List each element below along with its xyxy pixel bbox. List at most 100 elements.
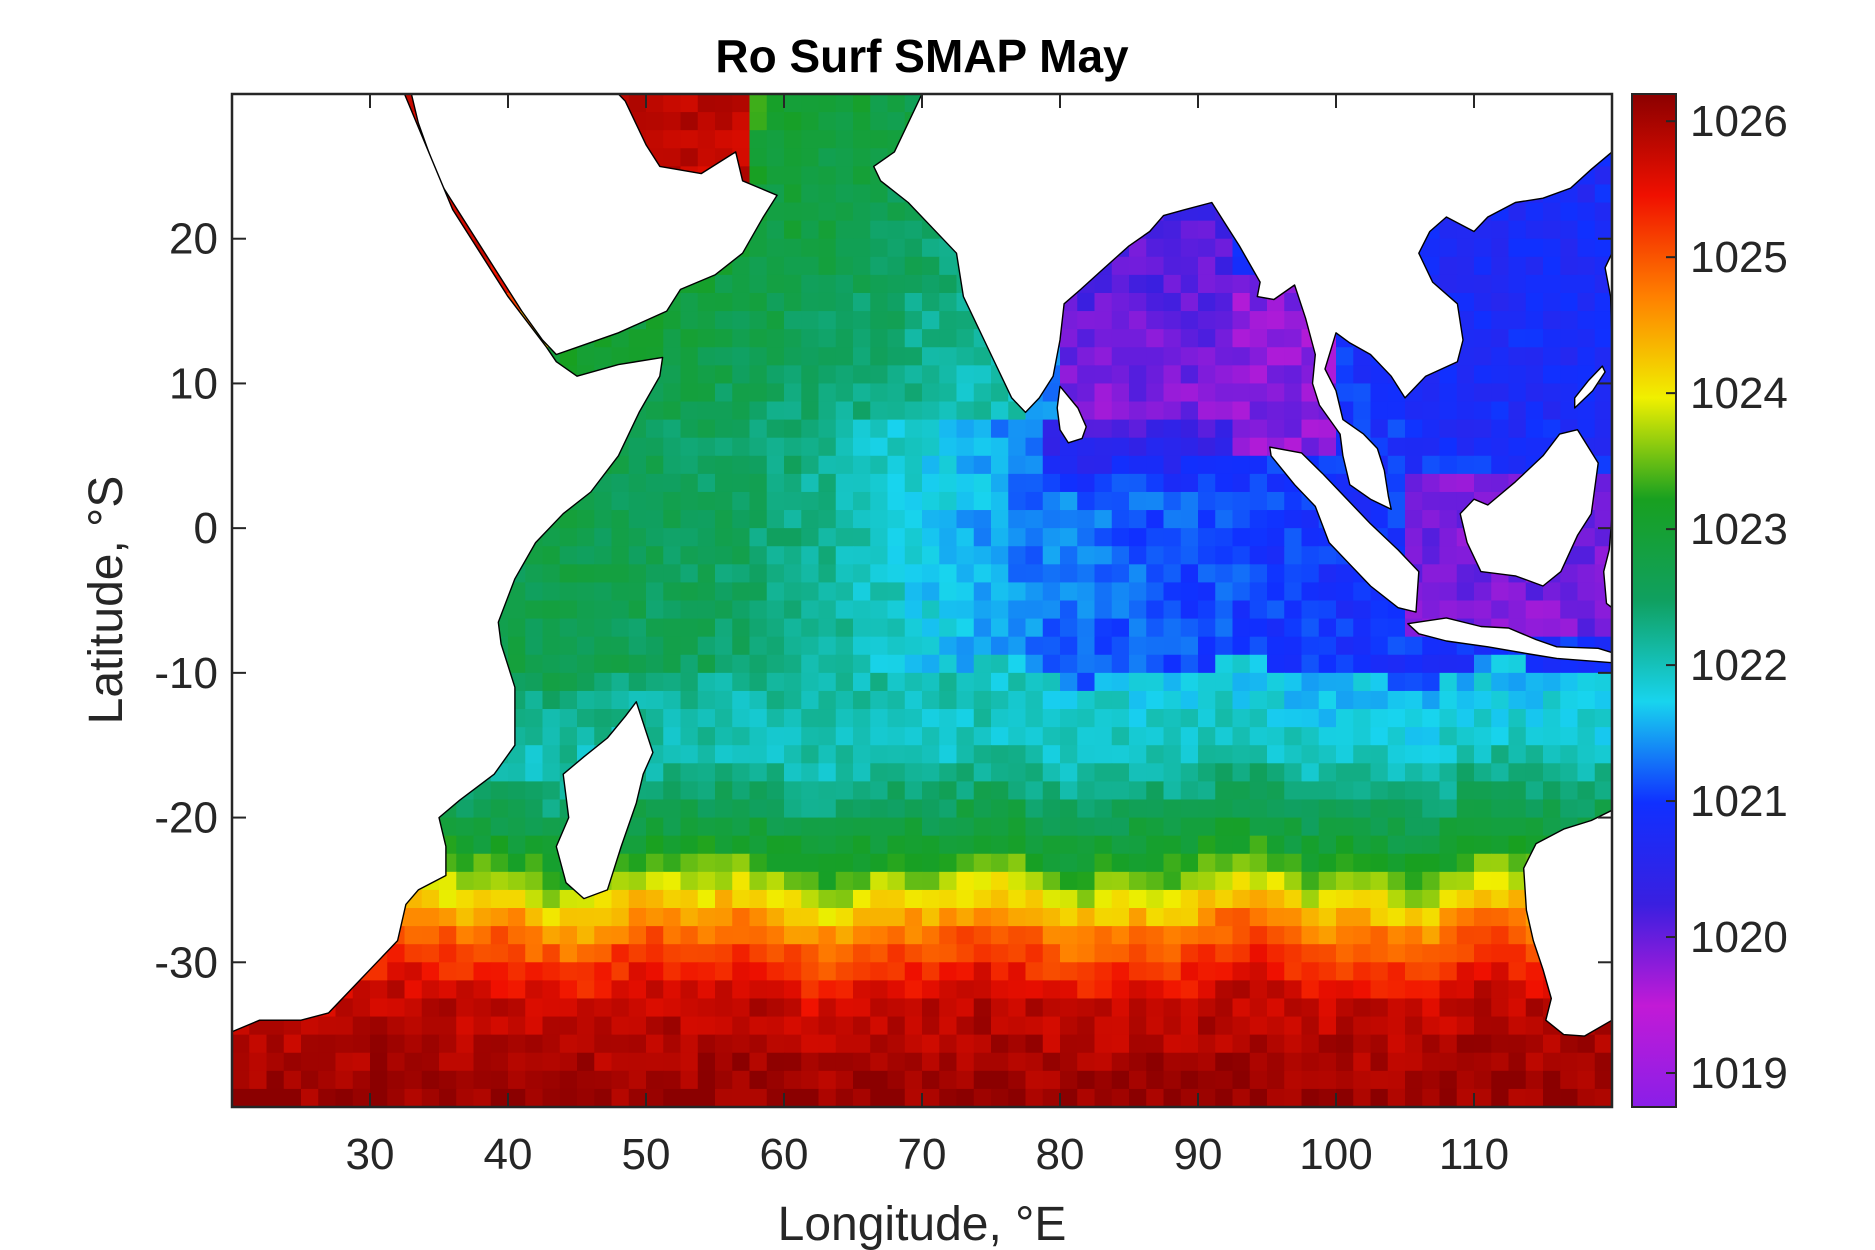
heatmap-cell [784,112,802,131]
heatmap-cell [1353,926,1372,945]
heatmap-cell [853,1034,871,1054]
heatmap-cell [818,130,837,149]
heatmap-cell [1060,853,1078,873]
heatmap-cell [439,817,457,837]
heatmap-cell [922,546,940,565]
heatmap-cell [1180,383,1199,403]
heatmap-cell [1042,690,1061,710]
heatmap-cell [784,437,802,457]
heatmap-cell [663,926,682,945]
heatmap-cell [1025,491,1044,511]
heatmap-cell [1456,817,1475,837]
heatmap-cell [1508,311,1527,330]
heatmap-cell [1249,528,1268,547]
heatmap-cell [715,401,733,421]
heatmap-cell [387,998,406,1018]
heatmap-cell [1060,980,1078,1000]
heatmap-cell [456,908,475,927]
heatmap-cell [1353,853,1372,873]
heatmap-cell [1474,600,1492,620]
heatmap-cell [594,998,613,1018]
heatmap-cell [1025,636,1044,656]
heatmap-cell [1077,1052,1096,1072]
heatmap-cell [1353,817,1372,837]
heatmap-cell [973,908,992,927]
heatmap-cell [404,1016,423,1036]
heatmap-cell [1146,636,1165,656]
heatmap-cell [1456,1088,1475,1107]
heatmap-cell [697,401,716,421]
heatmap-cell [853,926,871,945]
heatmap-cell [697,1034,716,1054]
heatmap-cell [1215,1052,1234,1072]
heatmap-cell [335,998,354,1018]
heatmap-cell [646,510,664,529]
heatmap-cell [1491,419,1510,439]
heatmap-cell [1387,672,1406,692]
heatmap-cell [1543,274,1561,294]
heatmap-cell [1491,871,1510,891]
heatmap-cell [663,365,682,385]
heatmap-cell [1249,1088,1268,1107]
heatmap-cell [1232,600,1251,620]
heatmap-cell [1094,962,1113,981]
heatmap-cell [1439,1016,1458,1036]
heatmap-cell [973,672,992,692]
heatmap-cell [1232,1016,1251,1036]
heatmap-cell [559,962,578,981]
heatmap-cell [956,654,975,674]
heatmap-cell [1301,709,1320,728]
heatmap-cell [542,763,561,782]
heatmap-cell [1439,654,1458,674]
heatmap-cell [853,130,871,149]
heatmap-cell [646,835,664,855]
heatmap-cell [766,763,785,782]
heatmap-cell [697,690,716,710]
heatmap-cell [1198,329,1216,348]
heatmap-cell [1508,727,1527,746]
heatmap-cell [1353,781,1372,801]
heatmap-cell [1146,347,1165,366]
heatmap-cell [1508,817,1527,837]
heatmap-cell [991,455,1009,475]
heatmap-cell [766,383,785,403]
heatmap-cell [335,1070,354,1090]
heatmap-cell [1491,817,1510,837]
heatmap-cell [1594,437,1612,457]
heatmap-cell [749,491,768,511]
heatmap-cell [887,1052,906,1072]
heatmap-cell [697,329,716,348]
heatmap-cell [1077,654,1096,674]
heatmap-cell [1491,455,1510,475]
heatmap-cell [1180,292,1199,312]
heatmap-cell [904,347,923,366]
heatmap-cell [1249,1016,1268,1036]
heatmap-cell [1508,1088,1527,1107]
heatmap-cell [715,1016,733,1036]
heatmap-cell [1146,690,1165,710]
heatmap-cell [352,1034,371,1054]
heatmap-cell [784,1016,802,1036]
heatmap-cell [732,709,751,728]
heatmap-cell [1474,889,1492,909]
heatmap-cell [853,419,871,439]
heatmap-cell [749,672,768,692]
heatmap-cell [1060,1016,1078,1036]
heatmap-cell [939,510,958,529]
heatmap-cell [1405,1016,1423,1036]
heatmap-cell [1560,745,1579,764]
heatmap-cell [646,654,664,674]
heatmap-cell [680,889,699,909]
heatmap-cell [870,1088,889,1107]
heatmap-cell [1042,1034,1061,1054]
heatmap-cell [1060,727,1078,746]
heatmap-cell [1370,817,1389,837]
heatmap-cell [749,166,768,186]
heatmap-cell [318,1016,337,1036]
heatmap-cell [1491,672,1510,692]
heatmap-cell [559,889,578,909]
heatmap-cell [1405,835,1423,855]
heatmap-cell [784,799,802,819]
heatmap-cell [1336,980,1354,1000]
heatmap-cell [1129,690,1147,710]
